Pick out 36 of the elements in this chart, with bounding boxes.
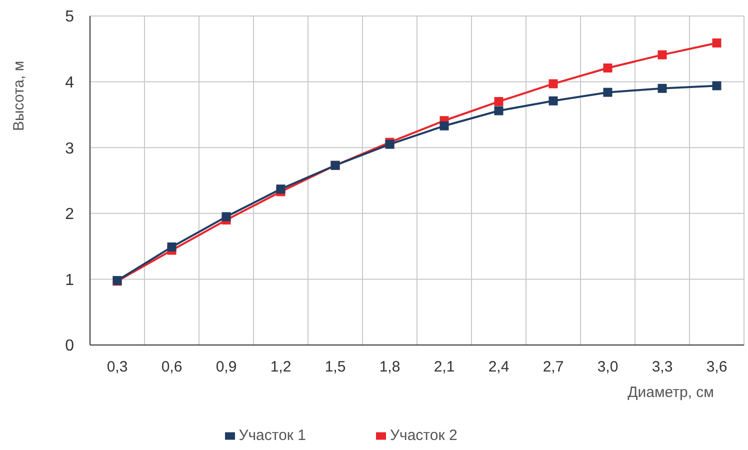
point <box>712 38 722 48</box>
point <box>603 88 612 97</box>
point <box>548 96 558 106</box>
y-axis-title: Высота, м <box>10 60 28 131</box>
point <box>167 242 176 252</box>
y-tick-label: 0 <box>65 338 74 355</box>
x-tick-label: 0,6 <box>161 358 182 376</box>
point <box>494 97 504 106</box>
point <box>658 50 667 60</box>
legend-label: Участок 1 <box>238 427 306 444</box>
point <box>494 106 504 116</box>
point <box>440 121 449 130</box>
legend-label: Участок 2 <box>390 427 458 444</box>
point <box>276 184 286 194</box>
x-tick-label: 2,4 <box>488 358 510 376</box>
point <box>548 79 558 88</box>
x-axis-title: Диаметр, см <box>628 384 714 401</box>
y-tick-label: 4 <box>65 74 74 92</box>
point <box>603 63 612 72</box>
x-tick-label: 1,2 <box>270 358 292 376</box>
point <box>658 84 667 93</box>
point <box>222 212 231 222</box>
x-tick-label: 0,3 <box>106 358 128 376</box>
x-tick-label: 2,7 <box>542 358 564 376</box>
y-tick-label: 3 <box>65 140 74 158</box>
x-tick-label: 1,8 <box>379 358 400 376</box>
y-tick-label: 1 <box>65 272 74 289</box>
x-tick-label: 3,6 <box>706 358 728 376</box>
x-tick-label: 1,5 <box>324 358 346 376</box>
x-tick-label: 3,3 <box>652 358 673 376</box>
y-tick-label: 5 <box>65 8 74 26</box>
y-tick-label: 2 <box>65 206 74 224</box>
point <box>712 81 722 90</box>
x-tick-label: 3,0 <box>597 358 618 376</box>
x-tick-label: 0,9 <box>216 358 237 376</box>
x-tick-label: 2,1 <box>434 358 455 376</box>
